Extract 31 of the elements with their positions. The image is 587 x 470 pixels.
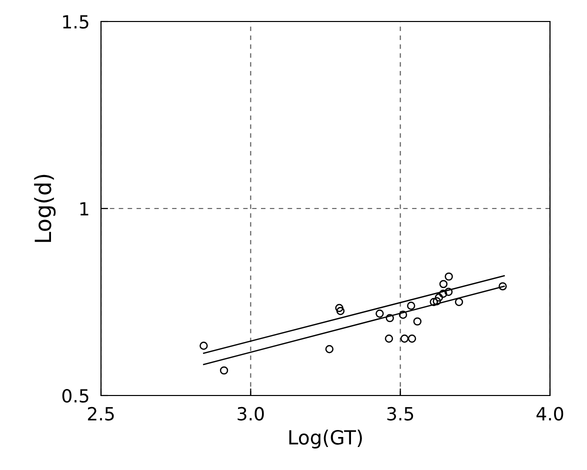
y-tick-label: 1 xyxy=(80,202,88,216)
y-tick-label: 1.5 xyxy=(63,15,88,29)
x-tick-label: 4.0 xyxy=(536,406,564,421)
point xyxy=(325,345,334,354)
y-tick-label: 0.5 xyxy=(62,388,88,403)
point xyxy=(220,366,228,375)
point xyxy=(439,290,448,298)
point xyxy=(498,282,507,290)
point xyxy=(430,298,438,306)
x-tick-label: 3.0 xyxy=(238,406,264,421)
point xyxy=(336,306,345,316)
point xyxy=(335,304,344,312)
x-axis-title: Log(GT) xyxy=(289,430,362,448)
point xyxy=(413,317,422,326)
point xyxy=(454,298,464,306)
point xyxy=(386,314,394,322)
x-tick-label: 3.5 xyxy=(387,406,414,421)
point xyxy=(434,293,444,302)
point xyxy=(400,334,409,343)
point xyxy=(408,334,416,343)
point xyxy=(384,334,394,343)
point xyxy=(444,288,453,296)
point xyxy=(398,310,408,319)
point xyxy=(439,280,448,288)
point xyxy=(432,297,441,306)
y-axis-title: Log(d) xyxy=(34,174,56,242)
point xyxy=(407,302,416,310)
x-tick-label: 2.5 xyxy=(88,406,114,421)
point xyxy=(376,309,384,318)
point xyxy=(200,342,208,350)
point xyxy=(444,272,453,281)
